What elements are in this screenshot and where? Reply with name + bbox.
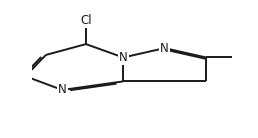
Text: Cl: Cl (80, 14, 92, 27)
Text: N: N (160, 42, 169, 55)
Text: N: N (58, 83, 67, 96)
Text: N: N (119, 51, 128, 64)
